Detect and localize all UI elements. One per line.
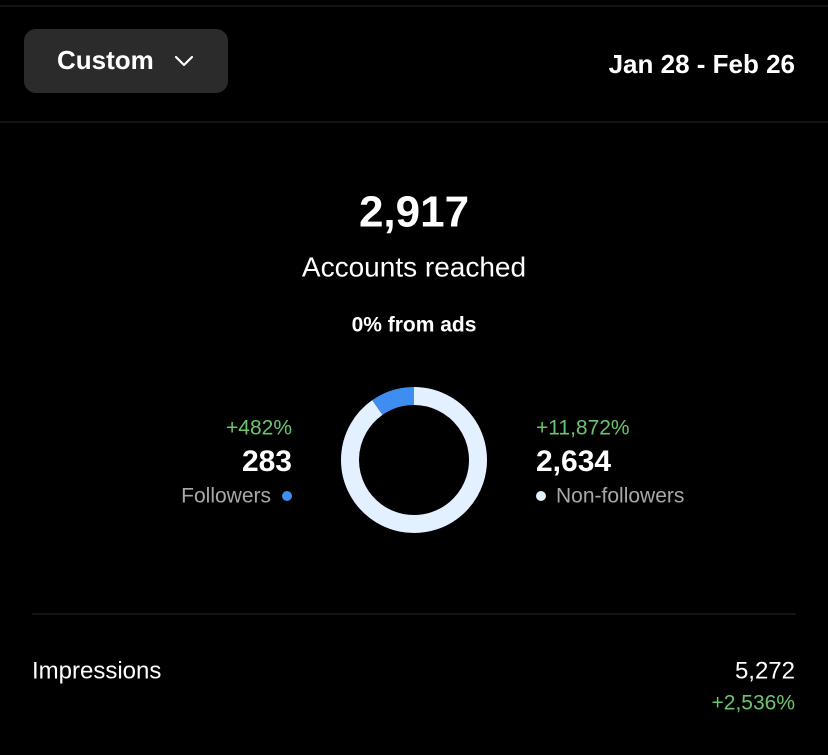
impressions-change: +2,536% <box>712 692 796 715</box>
date-range: Jan 28 - Feb 26 <box>609 49 795 79</box>
legend-dot <box>282 491 292 501</box>
accounts-reached-label: Accounts reached <box>302 251 526 282</box>
legend-dot <box>536 491 546 501</box>
donut-segment <box>372 387 415 416</box>
chevron[interactable] <box>174 55 194 67</box>
donut-segment <box>341 387 487 533</box>
non-followers-change: +11,872% <box>536 417 630 440</box>
followers-change: +482% <box>226 417 292 440</box>
donut <box>341 387 487 533</box>
filter-button[interactable]: Custom <box>24 29 228 93</box>
impressions-value: 5,272 <box>735 657 795 684</box>
ads-note: 0% from ads <box>352 314 477 337</box>
followers-count: 283 <box>242 445 292 478</box>
button-label[interactable]: Custom <box>57 45 154 75</box>
impressions-label: Impressions <box>32 657 161 684</box>
button-bg[interactable] <box>24 29 228 93</box>
non-followers-count: 2,634 <box>536 445 611 478</box>
accounts-reached-value: 2,917 <box>359 188 469 237</box>
non-followers-label: Non-followers <box>556 485 684 508</box>
followers-label: Followers <box>181 485 271 508</box>
